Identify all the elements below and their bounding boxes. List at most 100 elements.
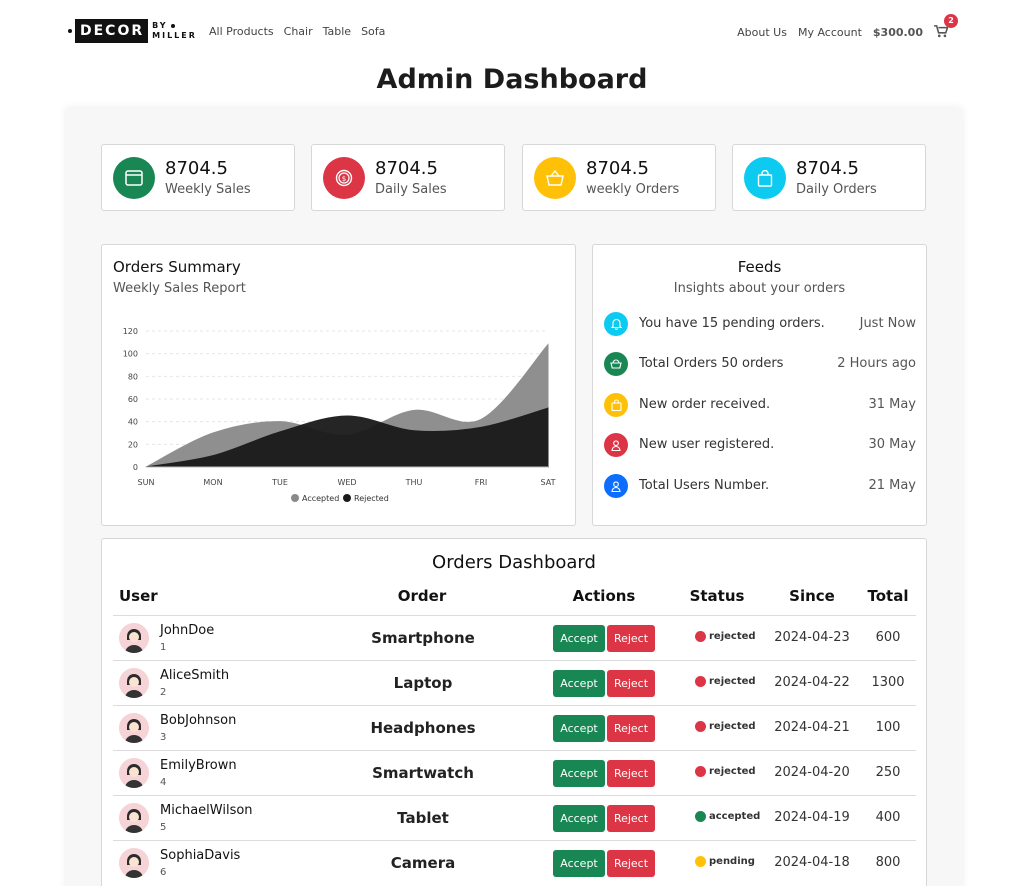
reject-button[interactable]: Reject	[607, 670, 655, 697]
avatar	[119, 848, 149, 878]
stat-card-weekly-sales: 8704.5 Weekly Sales	[101, 144, 295, 211]
status-text: rejected	[709, 676, 756, 687]
series-area-rejected	[145, 407, 549, 468]
x-tick-label: THU	[405, 478, 423, 487]
user-id: 6	[160, 867, 167, 878]
avatar	[119, 803, 149, 833]
user-name: AliceSmith	[160, 668, 230, 683]
top-navbar: DECOR BY MILLER All Products Chair Table…	[0, 0, 1024, 64]
feed-item[interactable]: You have 15 pending orders. Just Now	[604, 312, 916, 338]
avatar	[119, 758, 149, 788]
logo-dot	[68, 29, 72, 33]
y-tick-label: 0	[133, 463, 138, 472]
order-total: 1300	[871, 675, 905, 690]
feed-item[interactable]: New order received. 31 May	[604, 393, 916, 419]
reject-button[interactable]: Reject	[607, 625, 655, 652]
feed-item[interactable]: New user registered. 30 May	[604, 433, 916, 459]
order-since: 2024-04-18	[774, 855, 850, 870]
nav-link-account[interactable]: My Account	[797, 25, 862, 39]
table-row: MichaelWilson 5 Tablet Accept Reject accepted…	[113, 795, 916, 840]
reject-button[interactable]: Reject	[607, 715, 655, 742]
stat-value: 8704.5	[165, 158, 228, 179]
table-row: JohnDoe 1 Smartphone Accept Reject rejected 20…	[113, 615, 916, 660]
y-tick-label: 40	[128, 418, 138, 427]
nav-link-about[interactable]: About Us	[737, 25, 787, 39]
feed-text: Total Users Number.	[639, 478, 770, 493]
basket-icon	[534, 157, 576, 199]
cart-button[interactable]: 2	[934, 14, 958, 39]
orders-dashboard-card: Orders Dashboard User Order Actions Stat…	[101, 538, 927, 886]
cart-count-badge: 2	[944, 14, 958, 28]
nav-link-table[interactable]: Table	[322, 25, 352, 38]
logo-sub: MILLER	[152, 31, 197, 40]
y-tick-label: 100	[123, 350, 138, 359]
status-dot	[695, 856, 706, 867]
feed-time: 31 May	[868, 397, 916, 412]
order-total: 800	[875, 855, 901, 870]
nav-link-all-products[interactable]: All Products	[209, 25, 274, 38]
order-since: 2024-04-23	[774, 630, 850, 645]
stat-value: 8704.5	[796, 158, 859, 179]
feed-item[interactable]: Total Users Number. 21 May	[604, 474, 916, 500]
user-id: 5	[160, 822, 167, 833]
legend-label: Accepted	[302, 494, 339, 503]
table-row: BobJohnson 3 Headphones Accept Reject rejecte…	[113, 705, 916, 750]
stat-card-daily-sales: $ 8704.5 Daily Sales	[311, 144, 505, 211]
user-id: 2	[160, 687, 167, 698]
status-text: rejected	[709, 766, 756, 777]
status-text: pending	[709, 856, 755, 867]
accept-button[interactable]: Accept	[553, 625, 605, 652]
accept-button[interactable]: Accept	[553, 670, 605, 697]
accept-button[interactable]: Accept	[553, 805, 605, 832]
bag-icon	[604, 393, 628, 417]
stat-card-daily-orders: 8704.5 Daily Orders	[732, 144, 926, 211]
user-name: EmilyBrown	[160, 758, 237, 773]
order-since: 2024-04-21	[774, 720, 850, 735]
reject-button[interactable]: Reject	[607, 760, 655, 787]
status-dot	[695, 631, 706, 642]
nav-link-chair[interactable]: Chair	[283, 25, 313, 38]
feed-text: New order received.	[639, 397, 771, 412]
feed-item[interactable]: Total Orders 50 orders 2 Hours ago	[604, 352, 916, 378]
status-dot	[695, 676, 706, 687]
accept-button[interactable]: Accept	[553, 760, 605, 787]
logo-main: DECOR	[75, 19, 149, 43]
logo-dot-2	[170, 24, 175, 28]
reject-button[interactable]: Reject	[607, 805, 655, 832]
order-total: 100	[875, 720, 901, 735]
order-total: 600	[875, 630, 901, 645]
x-tick-label: WED	[337, 478, 356, 487]
status-text: rejected	[709, 721, 756, 732]
user-id: 3	[160, 732, 167, 743]
bell-icon	[604, 312, 628, 336]
status-dot	[695, 766, 706, 777]
logo-by-block: BY MILLER	[152, 21, 197, 41]
avatar	[119, 713, 149, 743]
order-product: Camera	[390, 854, 456, 872]
feed-time: 2 Hours ago	[837, 356, 916, 371]
user-id: 1	[160, 642, 167, 653]
brand-logo[interactable]: DECOR BY MILLER	[68, 18, 197, 44]
accept-button[interactable]: Accept	[553, 850, 605, 877]
feed-time: 30 May	[868, 437, 916, 452]
legend-marker	[291, 494, 299, 502]
table-row: AliceSmith 2 Laptop Accept Reject rejected 202…	[113, 660, 916, 705]
accept-button[interactable]: Accept	[553, 715, 605, 742]
user-id: 4	[160, 777, 167, 788]
column-header-since: Since	[789, 587, 835, 605]
stat-value: 8704.5	[586, 158, 649, 179]
feed-time: Just Now	[859, 316, 916, 331]
user-icon	[604, 433, 628, 457]
feeds-subtitle: Insights about your orders	[673, 281, 846, 296]
order-product: Tablet	[397, 809, 449, 827]
y-tick-label: 80	[128, 372, 138, 381]
column-header-order: Order	[397, 587, 447, 605]
orders-summary-title: Orders Summary	[113, 258, 241, 276]
nav-links: All Products Chair Table Sofa	[209, 25, 385, 38]
avatar	[119, 623, 149, 653]
reject-button[interactable]: Reject	[607, 850, 655, 877]
nav-link-sofa[interactable]: Sofa	[361, 25, 386, 38]
table-row: EmilyBrown 4 Smartwatch Accept Reject rejecte…	[113, 750, 916, 795]
page-title: Admin Dashboard	[376, 64, 648, 95]
status-badge: pending	[695, 856, 755, 867]
